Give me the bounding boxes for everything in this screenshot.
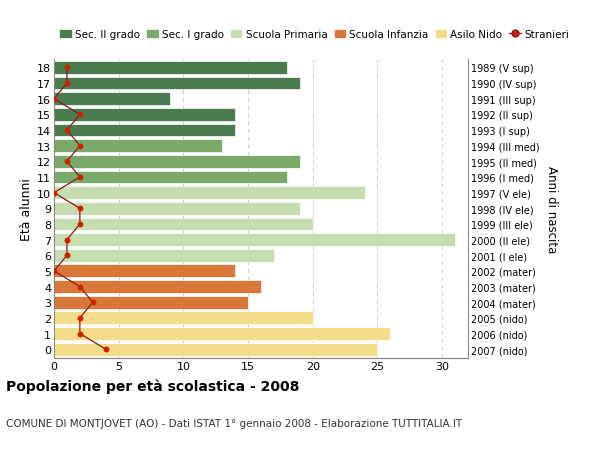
- Point: [62, 252, 72, 259]
- Point: [75, 143, 85, 150]
- Bar: [54, 187, 365, 200]
- Point: [88, 299, 98, 306]
- Bar: [54, 78, 300, 90]
- Point: [62, 80, 72, 88]
- Bar: [54, 156, 300, 168]
- Point: [75, 283, 85, 291]
- Point: [49, 96, 59, 103]
- Bar: [54, 296, 248, 309]
- Bar: [54, 140, 222, 153]
- Bar: [54, 62, 287, 75]
- Bar: [54, 265, 235, 278]
- Bar: [54, 234, 455, 246]
- Point: [101, 346, 110, 353]
- Bar: [54, 93, 170, 106]
- Bar: [54, 218, 313, 231]
- Point: [75, 330, 85, 337]
- Bar: [54, 327, 391, 340]
- Bar: [54, 343, 377, 356]
- Point: [62, 158, 72, 166]
- Y-axis label: Anni di nascita: Anni di nascita: [545, 165, 558, 252]
- Point: [75, 112, 85, 119]
- Point: [62, 236, 72, 244]
- Y-axis label: Età alunni: Età alunni: [20, 178, 33, 240]
- Bar: [54, 249, 274, 262]
- Point: [75, 174, 85, 181]
- Text: Popolazione per età scolastica - 2008: Popolazione per età scolastica - 2008: [6, 379, 299, 393]
- Point: [75, 314, 85, 322]
- Bar: [54, 124, 235, 137]
- Point: [49, 268, 59, 275]
- Point: [62, 65, 72, 72]
- Point: [75, 205, 85, 213]
- Text: COMUNE DI MONTJOVET (AO) - Dati ISTAT 1° gennaio 2008 - Elaborazione TUTTITALIA.: COMUNE DI MONTJOVET (AO) - Dati ISTAT 1°…: [6, 418, 462, 428]
- Bar: [54, 280, 261, 293]
- Point: [62, 127, 72, 134]
- Point: [75, 221, 85, 228]
- Bar: [54, 109, 235, 122]
- Bar: [54, 312, 313, 325]
- Bar: [54, 202, 300, 215]
- Bar: [54, 171, 287, 184]
- Point: [49, 190, 59, 197]
- Legend: Sec. II grado, Sec. I grado, Scuola Primaria, Scuola Infanzia, Asilo Nido, Stran: Sec. II grado, Sec. I grado, Scuola Prim…: [55, 26, 573, 45]
